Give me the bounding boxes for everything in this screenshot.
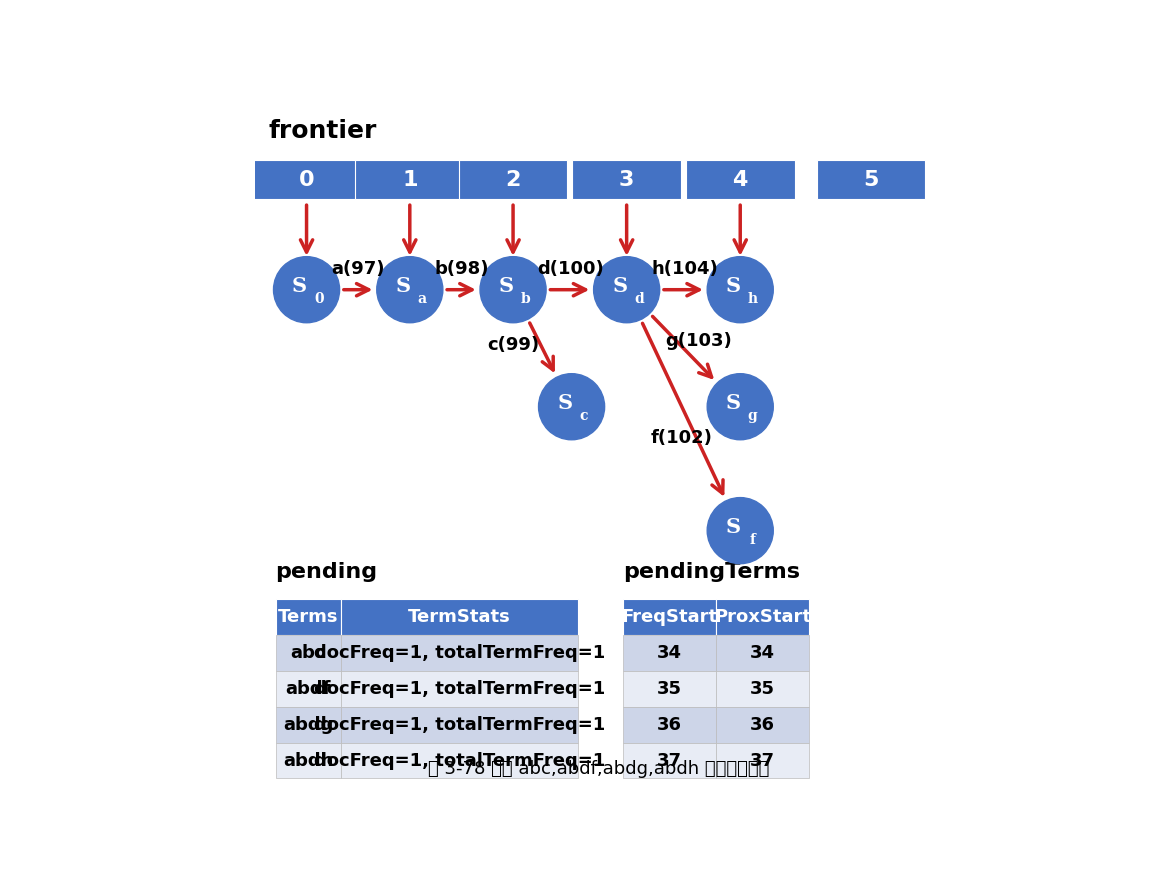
- Text: 2: 2: [505, 170, 520, 190]
- FancyBboxPatch shape: [253, 160, 361, 198]
- Text: a(97): a(97): [332, 260, 385, 278]
- Circle shape: [707, 498, 773, 564]
- FancyBboxPatch shape: [355, 160, 464, 198]
- Text: S: S: [726, 517, 741, 536]
- Circle shape: [539, 374, 604, 440]
- FancyBboxPatch shape: [817, 160, 926, 198]
- Text: abdg: abdg: [283, 716, 333, 734]
- Text: d: d: [634, 291, 644, 306]
- Text: docFreq=1, totalTermFreq=1: docFreq=1, totalTermFreq=1: [314, 680, 606, 698]
- Text: c: c: [580, 409, 588, 423]
- Text: f(102): f(102): [651, 429, 713, 447]
- Text: abdh: abdh: [283, 752, 333, 770]
- Text: b(98): b(98): [434, 260, 489, 278]
- Text: S: S: [292, 275, 307, 296]
- Text: pendingTerms: pendingTerms: [623, 562, 801, 582]
- Text: pending: pending: [276, 562, 378, 582]
- FancyBboxPatch shape: [717, 636, 809, 671]
- Text: frontier: frontier: [269, 120, 378, 143]
- Text: c(99): c(99): [487, 336, 539, 354]
- Text: 1: 1: [402, 170, 417, 190]
- FancyBboxPatch shape: [276, 600, 341, 636]
- FancyBboxPatch shape: [341, 707, 579, 743]
- Text: FreqStart: FreqStart: [622, 609, 718, 627]
- FancyBboxPatch shape: [341, 600, 579, 636]
- Circle shape: [480, 257, 546, 323]
- FancyBboxPatch shape: [276, 671, 341, 707]
- Text: S: S: [726, 392, 741, 413]
- Text: 3: 3: [618, 170, 635, 190]
- Text: 34: 34: [657, 645, 683, 662]
- FancyBboxPatch shape: [458, 160, 567, 198]
- Text: S: S: [499, 275, 513, 296]
- FancyBboxPatch shape: [717, 707, 809, 743]
- Text: S: S: [726, 275, 741, 296]
- Text: h: h: [747, 291, 758, 306]
- Text: S: S: [558, 392, 573, 413]
- FancyBboxPatch shape: [341, 671, 579, 707]
- Circle shape: [274, 257, 339, 323]
- Text: b: b: [520, 291, 531, 306]
- FancyBboxPatch shape: [276, 743, 341, 779]
- Circle shape: [707, 257, 773, 323]
- FancyBboxPatch shape: [276, 636, 341, 671]
- Circle shape: [707, 374, 773, 440]
- Circle shape: [594, 257, 659, 323]
- FancyBboxPatch shape: [573, 160, 682, 198]
- Text: 36: 36: [657, 716, 683, 734]
- Text: Terms: Terms: [278, 609, 339, 627]
- FancyBboxPatch shape: [623, 671, 717, 707]
- Text: 5: 5: [864, 170, 879, 190]
- FancyBboxPatch shape: [341, 636, 579, 671]
- Text: a: a: [417, 291, 427, 306]
- FancyBboxPatch shape: [341, 743, 579, 779]
- Text: 36: 36: [750, 716, 775, 734]
- Text: abdf: abdf: [285, 680, 331, 698]
- Text: f: f: [749, 533, 755, 546]
- Text: 34: 34: [750, 645, 775, 662]
- Text: ProxStart: ProxStart: [714, 609, 811, 627]
- FancyBboxPatch shape: [717, 671, 809, 707]
- Text: TermStats: TermStats: [408, 609, 511, 627]
- Text: 37: 37: [750, 752, 775, 770]
- FancyBboxPatch shape: [623, 707, 717, 743]
- Text: 37: 37: [657, 752, 683, 770]
- Text: 35: 35: [657, 680, 683, 698]
- FancyBboxPatch shape: [686, 160, 795, 198]
- FancyBboxPatch shape: [623, 636, 717, 671]
- FancyBboxPatch shape: [623, 743, 717, 779]
- Text: 4: 4: [733, 170, 748, 190]
- Text: docFreq=1, totalTermFreq=1: docFreq=1, totalTermFreq=1: [314, 645, 606, 662]
- Text: S: S: [613, 275, 628, 296]
- Text: 图 3-78 加入 abc,abdf,abdg,abdh 后的内存结构: 图 3-78 加入 abc,abdf,abdg,abdh 后的内存结构: [428, 761, 770, 779]
- Text: docFreq=1, totalTermFreq=1: docFreq=1, totalTermFreq=1: [314, 716, 606, 734]
- Text: g: g: [748, 409, 758, 423]
- FancyBboxPatch shape: [623, 600, 717, 636]
- Text: d(100): d(100): [537, 260, 603, 278]
- Text: g(103): g(103): [665, 333, 732, 350]
- Circle shape: [376, 257, 443, 323]
- FancyBboxPatch shape: [276, 707, 341, 743]
- Text: 0: 0: [299, 170, 314, 190]
- Text: h(104): h(104): [652, 260, 719, 278]
- FancyBboxPatch shape: [717, 743, 809, 779]
- Text: 0: 0: [314, 291, 324, 306]
- Text: abc: abc: [291, 645, 326, 662]
- Text: docFreq=1, totalTermFreq=1: docFreq=1, totalTermFreq=1: [314, 752, 606, 770]
- Text: S: S: [395, 275, 410, 296]
- FancyBboxPatch shape: [717, 600, 809, 636]
- Text: 35: 35: [750, 680, 775, 698]
